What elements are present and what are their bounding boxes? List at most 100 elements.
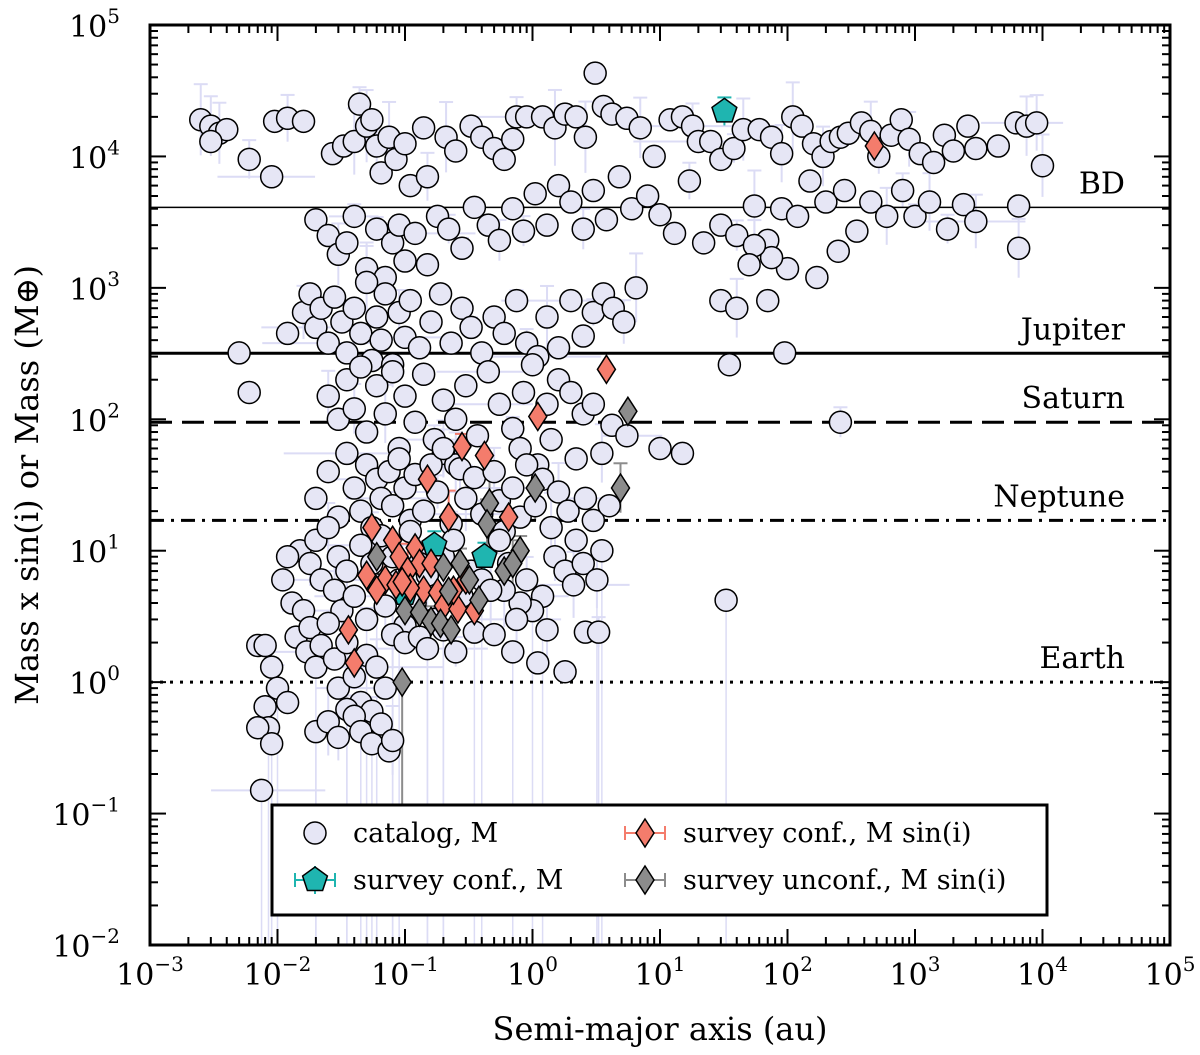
- catalog-point: [523, 182, 547, 206]
- catalog-point: [369, 712, 393, 736]
- catalog-point: [373, 676, 397, 700]
- catalog-point: [775, 256, 800, 281]
- catalog-point: [635, 184, 660, 208]
- x-tick-label: 10−2: [244, 952, 312, 993]
- catalog-point: [316, 611, 340, 636]
- catalog-point: [628, 116, 652, 140]
- catalog-point: [501, 127, 525, 152]
- catalog-point: [511, 219, 536, 243]
- catalog-point: [742, 233, 767, 258]
- survey-unconf-msini-point: [438, 576, 459, 607]
- catalog-point: [349, 533, 373, 558]
- catalog-point: [354, 607, 379, 632]
- catalog-point: [1024, 111, 1049, 135]
- catalog-point: [380, 359, 405, 384]
- catalog-point: [612, 310, 636, 334]
- catalog-point: [443, 407, 468, 432]
- catalog-point: [648, 202, 672, 227]
- reference-label-neptune: Neptune: [993, 479, 1125, 514]
- catalog-point: [411, 116, 436, 140]
- y-tick-label: 100: [69, 661, 120, 702]
- catalog-point: [322, 285, 347, 309]
- catalog-point: [504, 288, 529, 313]
- catalog-point: [415, 636, 440, 661]
- catalog-point: [561, 573, 586, 597]
- catalog-point: [237, 147, 261, 172]
- survey-conf-msini-point: [421, 548, 441, 579]
- catalog-point: [415, 252, 440, 277]
- catalog-point: [369, 328, 393, 352]
- catalog-point: [597, 493, 622, 518]
- catalog-point: [535, 213, 559, 237]
- survey-unconf-msini-point: [610, 472, 631, 504]
- catalog-point: [275, 544, 300, 569]
- survey-conf-msini-point: [417, 463, 438, 495]
- catalog-point: [814, 190, 838, 214]
- catalog-point: [316, 384, 340, 408]
- catalog-point: [335, 441, 359, 466]
- catalog-point: [393, 249, 417, 273]
- y-tick-label: 105: [69, 4, 120, 45]
- catalog-point: [335, 341, 359, 365]
- catalog-point: [237, 380, 261, 405]
- catalog-point: [380, 728, 405, 753]
- y-tick-label: 10−1: [52, 793, 120, 834]
- survey-unconf-msini-point: [618, 395, 638, 427]
- catalog-point: [917, 190, 942, 214]
- catalog-point: [571, 551, 595, 576]
- x-tick-label: 104: [1017, 952, 1068, 993]
- catalog-point: [785, 204, 810, 229]
- catalog-point: [921, 150, 946, 175]
- catalog-point: [677, 169, 702, 193]
- catalog-point: [890, 178, 915, 203]
- catalog-point: [501, 640, 525, 664]
- catalog-point: [253, 694, 277, 719]
- catalog-point: [275, 690, 300, 715]
- catalog-point: [349, 499, 373, 523]
- y-tick-label: 104: [69, 135, 120, 176]
- catalog-point: [415, 165, 440, 189]
- catalog-point: [347, 92, 372, 116]
- survey-unconf-msini-point: [392, 666, 413, 698]
- catalog-point: [546, 480, 571, 504]
- axis-ticks: [149, 24, 1171, 946]
- catalog-point: [393, 131, 417, 156]
- survey-conf-msini-point: [864, 130, 885, 162]
- catalog-point: [1006, 194, 1031, 218]
- catalog-point: [790, 114, 814, 138]
- reference-label-bd: BD: [1079, 166, 1125, 201]
- catalog-point: [526, 651, 550, 675]
- y-tick-label: 103: [69, 267, 120, 308]
- survey-unconf-msini-point: [366, 541, 387, 573]
- catalog-point: [845, 219, 869, 243]
- catalog-point: [419, 310, 443, 334]
- data-points: [188, 61, 1055, 803]
- catalog-point: [546, 336, 571, 360]
- catalog-point: [859, 190, 883, 214]
- catalog-point: [436, 217, 461, 241]
- catalog-point: [454, 486, 478, 511]
- survey-conf-msini-point: [474, 440, 495, 471]
- catalog-point: [450, 236, 474, 261]
- catalog-point: [826, 239, 850, 263]
- catalog-point: [986, 134, 1011, 158]
- catalog-point: [291, 109, 316, 134]
- catalog-point: [393, 384, 417, 408]
- survey-conf-msini-point: [452, 431, 472, 462]
- reference-labels: BD Jupiter Saturn Neptune Earth: [993, 166, 1125, 676]
- catalog-point: [769, 141, 794, 166]
- catalog-point: [539, 427, 563, 452]
- catalog-point: [539, 515, 563, 540]
- catalog-point: [725, 223, 749, 248]
- catalog-point: [304, 486, 328, 511]
- catalog-point: [619, 196, 644, 221]
- catalog-point: [259, 655, 284, 679]
- catalog-point: [889, 108, 913, 132]
- catalog-point: [722, 136, 746, 161]
- survey-unconf-msini-point: [450, 548, 470, 579]
- catalog-point: [725, 296, 749, 320]
- catalog-point: [546, 173, 571, 198]
- catalog-point: [564, 447, 588, 471]
- reference-label-earth: Earth: [1039, 641, 1125, 676]
- survey-unconf-msini-point: [469, 584, 489, 616]
